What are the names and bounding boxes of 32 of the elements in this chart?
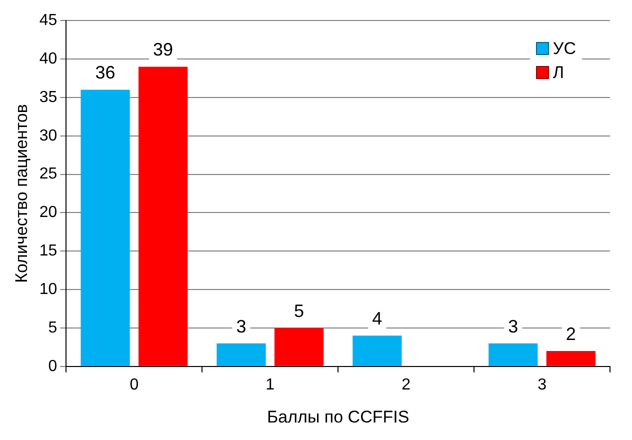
x-tick-label: 2 <box>402 376 411 394</box>
data-label: 4 <box>372 308 382 329</box>
bar <box>274 328 324 366</box>
y-tick-label: 5 <box>48 319 58 336</box>
y-tick-label: 30 <box>39 127 58 144</box>
y-axis-title: Количество пациентов <box>12 104 31 283</box>
x-tick-label: 0 <box>130 376 139 394</box>
y-tick-label: 0 <box>48 358 58 375</box>
y-tick-label: 45 <box>39 12 58 30</box>
data-label: 5 <box>294 300 304 321</box>
bar <box>352 336 402 366</box>
x-tick-label: 1 <box>266 376 275 394</box>
bar <box>488 343 538 366</box>
data-label: 2 <box>566 324 576 344</box>
y-tick-label: 20 <box>39 204 58 222</box>
y-tick-label: 35 <box>39 88 58 106</box>
legend-label: УС <box>552 38 576 59</box>
data-label: 36 <box>95 62 116 83</box>
bar <box>216 343 266 366</box>
y-tick-label: 15 <box>39 242 58 260</box>
y-tick-label: 10 <box>39 280 58 298</box>
y-tick-label: 40 <box>39 50 58 68</box>
legend-label: Л <box>552 62 564 83</box>
y-tick-label: 25 <box>39 166 58 183</box>
data-label: 3 <box>236 316 246 336</box>
bar <box>546 351 596 366</box>
x-tick-label: 3 <box>538 376 547 394</box>
bar <box>80 90 130 366</box>
data-label: 3 <box>508 316 518 336</box>
bar <box>138 66 188 366</box>
data-label: 39 <box>153 40 174 60</box>
x-axis-title: Баллы по CCFFIS <box>267 407 410 426</box>
